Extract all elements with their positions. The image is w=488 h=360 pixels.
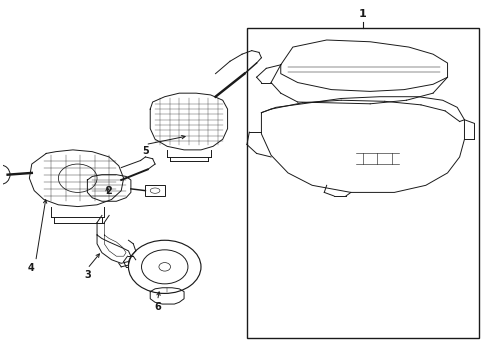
Bar <box>145 185 164 196</box>
Bar <box>246 28 478 338</box>
Text: 5: 5 <box>142 146 148 156</box>
Text: 1: 1 <box>358 9 366 19</box>
Text: 6: 6 <box>154 302 161 312</box>
Text: 3: 3 <box>84 270 91 280</box>
Text: 2: 2 <box>104 186 111 196</box>
Text: 4: 4 <box>27 263 34 273</box>
